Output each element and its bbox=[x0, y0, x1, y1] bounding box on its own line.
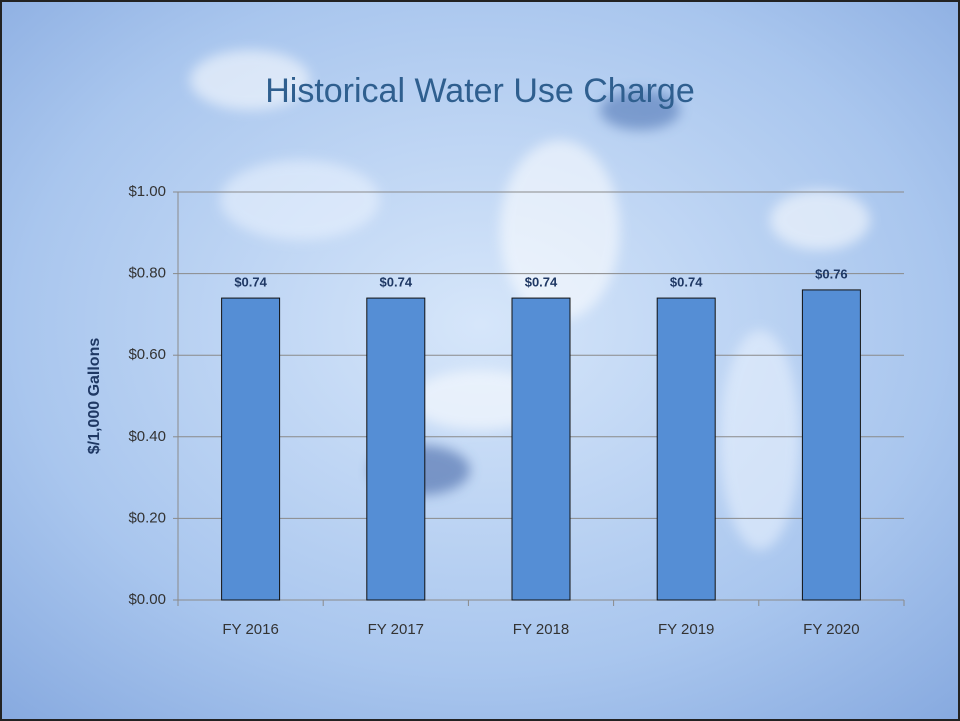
bar bbox=[657, 298, 715, 600]
x-tick-label: FY 2020 bbox=[803, 621, 859, 638]
x-tick-label: FY 2018 bbox=[513, 621, 569, 638]
data-label: $0.74 bbox=[234, 275, 267, 290]
y-tick-label: $0.60 bbox=[128, 346, 166, 363]
y-tick-label: $1.00 bbox=[128, 183, 166, 200]
x-tick-label: FY 2017 bbox=[368, 621, 424, 638]
bar bbox=[802, 290, 860, 600]
x-tick-label: FY 2019 bbox=[658, 621, 714, 638]
data-label: $0.74 bbox=[525, 275, 558, 290]
y-axis-label: $/1,000 Gallons bbox=[86, 338, 103, 455]
y-tick-label: $0.20 bbox=[128, 509, 166, 526]
page: Historical Water Use Charge $/1,000 Gall… bbox=[0, 0, 960, 721]
data-label: $0.76 bbox=[815, 266, 848, 281]
data-label: $0.74 bbox=[380, 275, 413, 290]
data-label: $0.74 bbox=[670, 275, 703, 290]
bar bbox=[222, 298, 280, 600]
bar bbox=[367, 298, 425, 600]
chart: Historical Water Use Charge $/1,000 Gall… bbox=[0, 0, 960, 721]
y-tick-label: $0.80 bbox=[128, 265, 166, 282]
x-tick-label: FY 2016 bbox=[222, 621, 278, 638]
y-tick-label: $0.00 bbox=[128, 591, 166, 608]
y-tick-label: $0.40 bbox=[128, 428, 166, 445]
bar bbox=[512, 298, 570, 600]
chart-title: Historical Water Use Charge bbox=[265, 72, 695, 110]
